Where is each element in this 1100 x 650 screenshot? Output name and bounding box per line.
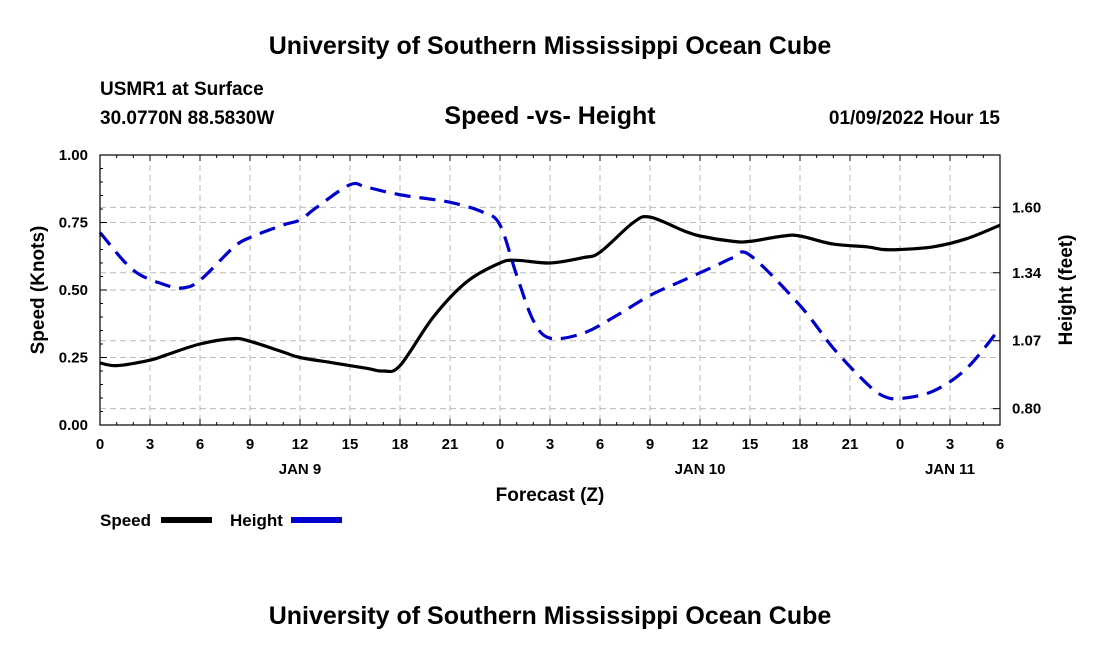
series-line-speed	[99, 214, 1001, 374]
location-label: 30.0770N 88.5830W	[100, 108, 274, 129]
x-tick-label: 0	[896, 436, 904, 453]
grid	[100, 155, 1000, 425]
x-tick-label: 6	[196, 436, 204, 453]
x-tick-label: 0	[96, 436, 104, 453]
axes: 0 3 6 9 12 15 18 21 0 3 6 9 12 15 18 21 0 3 6 JAN 9 JAN 10 JA…	[59, 147, 1042, 478]
x-tick-label: 3	[946, 436, 954, 453]
x-tick-label: 9	[246, 436, 254, 453]
x-tick-label: 18	[392, 436, 409, 453]
y-right-tick-label: 0.80	[1012, 401, 1041, 418]
y-right-tick-label: 1.34	[1012, 265, 1042, 282]
y-left-tick-label: 0.25	[59, 350, 88, 367]
y-right-tick-label: 1.60	[1012, 199, 1041, 216]
series-lines	[98, 181, 1002, 401]
bottom-title: University of Southern Mississippi Ocean…	[269, 602, 832, 630]
y-left-tick-label: 1.00	[59, 147, 88, 164]
x-tick-label: 3	[546, 436, 554, 453]
y-left-tick-label: 0.75	[59, 215, 88, 232]
x-tick-label: 15	[742, 436, 759, 453]
x-tick-label: 18	[792, 436, 809, 453]
x-tick-label: 21	[842, 436, 859, 453]
y-left-tick-label: 0.00	[59, 417, 88, 434]
series-line-height	[98, 181, 1002, 401]
datetime-label: 01/09/2022 Hour 15	[829, 108, 1001, 129]
x-tick-label: 15	[342, 436, 359, 453]
x-date-label: JAN 11	[925, 461, 975, 478]
y-right-tick-label: 1.07	[1012, 333, 1041, 350]
y-axis-left-label: Speed (Knots)	[28, 226, 49, 355]
x-tick-label: 12	[292, 436, 309, 453]
x-date-label: JAN 10	[675, 461, 726, 478]
x-axis-label: Forecast (Z)	[496, 485, 605, 506]
x-tick-label: 21	[442, 436, 459, 453]
x-tick-label: 3	[146, 436, 154, 453]
x-tick-label: 12	[692, 436, 709, 453]
legend-speed-label: Speed	[100, 511, 151, 530]
station-label: USMR1 at Surface	[100, 79, 264, 100]
legend: Speed Height	[100, 511, 342, 530]
x-tick-label: 6	[996, 436, 1004, 453]
y-axis-right-label: Height (feet)	[1056, 235, 1077, 346]
y-left-tick-label: 0.50	[59, 282, 88, 299]
chart-title: Speed -vs- Height	[444, 102, 656, 130]
x-tick-label: 9	[646, 436, 654, 453]
x-date-label: JAN 9	[279, 461, 322, 478]
legend-height-label: Height	[230, 511, 283, 530]
x-tick-label: 6	[596, 436, 604, 453]
top-title: University of Southern Mississippi Ocean…	[269, 32, 832, 60]
x-tick-label: 0	[496, 436, 504, 453]
